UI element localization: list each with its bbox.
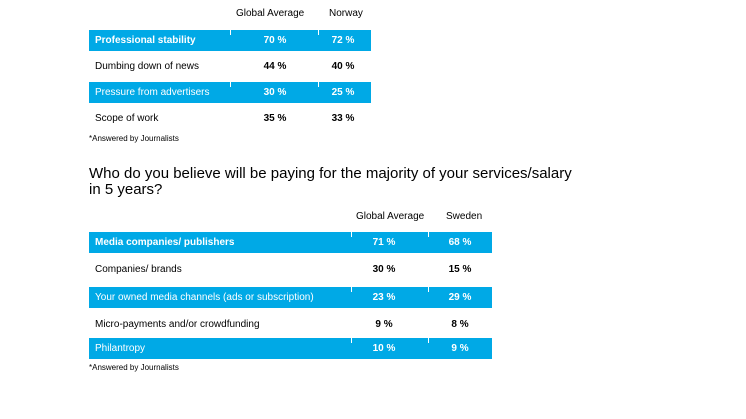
row-value-sweden: 29 % [448,292,472,303]
column-divider [318,82,319,87]
table2-col2-header: Sweden [446,211,483,222]
question-line-2: in 5 years? [89,181,163,198]
question-line-1: Who do you believe will be paying for th… [89,165,572,182]
row-label: Media companies/ publishers [95,237,235,248]
row-value-norway: 25 % [331,87,355,98]
table2-row-philantropy: Philantropy 10 % 9 % [89,338,492,359]
row-label: Micro-payments and/or crowdfunding [95,319,260,330]
row-value-global: 71 % [372,237,396,248]
row-label: Pressure from advertisers [95,87,210,98]
table2-row-owned-media: Your owned media channels (ads or subscr… [89,287,492,308]
column-divider [428,338,429,343]
row-value-global: 30 % [263,87,287,98]
row-value-sweden: 9 % [451,343,469,354]
row-value-norway: 72 % [331,35,355,46]
row-value-global: 44 % [263,61,287,72]
table1-col2-header: Norway [329,8,363,19]
table1-row-dumbing-down: Dumbing down of news 44 % 40 % [89,56,371,77]
row-value-sweden: 68 % [448,237,472,248]
column-divider [351,232,352,237]
row-value-norway: 33 % [331,113,355,124]
table1-footnote: *Answered by Journalists [89,134,179,143]
row-label: Professional stability [95,35,196,46]
row-value-global: 9 % [375,319,393,330]
column-divider [428,287,429,292]
column-divider [428,232,429,237]
table2-col1-header: Global Average [356,211,425,222]
column-divider [230,30,231,35]
table1-row-pressure-advertisers: Pressure from advertisers 30 % 25 % [89,82,371,103]
row-value-global: 35 % [263,113,287,124]
row-label: Companies/ brands [95,264,182,275]
row-label: Scope of work [95,113,159,124]
column-divider [351,287,352,292]
row-value-global: 30 % [372,264,396,275]
table2-row-companies-brands: Companies/ brands 30 % 15 % [89,259,492,280]
column-divider [230,82,231,87]
table1-row-professional-stability: Professional stability 70 % 72 % [89,30,371,51]
question-text: Who do you believe will be paying for th… [89,166,572,198]
row-label: Dumbing down of news [95,61,199,72]
row-value-sweden: 8 % [451,319,469,330]
row-label: Your owned media channels (ads or subscr… [95,292,314,303]
table2-row-micro-payments: Micro-payments and/or crowdfunding 9 % 8… [89,314,492,335]
row-value-norway: 40 % [331,61,355,72]
row-value-global: 23 % [372,292,396,303]
column-divider [318,30,319,35]
row-value-sweden: 15 % [448,264,472,275]
row-label: Philantropy [95,343,146,354]
table1-row-scope-of-work: Scope of work 35 % 33 % [89,108,371,129]
row-value-global: 70 % [263,35,287,46]
column-divider [351,338,352,343]
row-value-global: 10 % [372,343,396,354]
table2-footnote: *Answered by Journalists [89,363,179,372]
table1-col1-header: Global Average [236,8,305,19]
table2-row-media-companies: Media companies/ publishers 71 % 68 % [89,232,492,253]
